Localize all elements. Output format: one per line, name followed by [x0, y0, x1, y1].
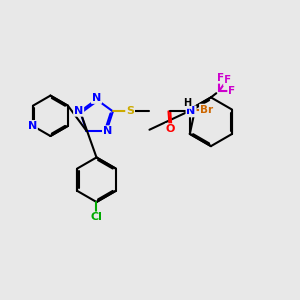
Text: O: O — [166, 124, 175, 134]
Text: F: F — [228, 86, 235, 96]
Text: N: N — [92, 93, 101, 103]
Text: F: F — [224, 76, 231, 85]
Text: N: N — [28, 121, 37, 131]
Text: H: H — [183, 98, 191, 108]
Text: S: S — [126, 106, 134, 116]
Text: N: N — [74, 106, 83, 116]
Text: Cl: Cl — [91, 212, 102, 223]
Text: Br: Br — [200, 105, 213, 115]
Text: F: F — [217, 73, 224, 83]
Text: N: N — [103, 126, 112, 136]
Text: N: N — [186, 106, 196, 116]
